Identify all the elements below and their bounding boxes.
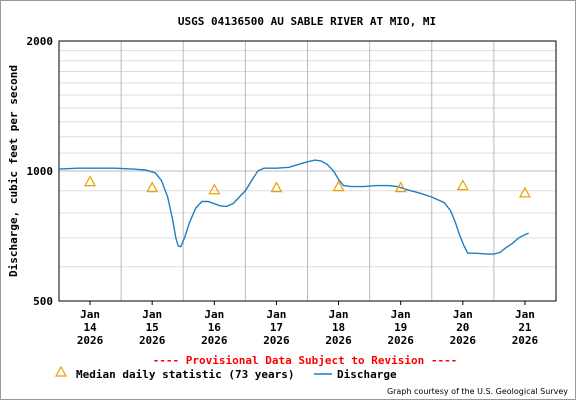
y-ticks: 500 1000 2000 [27, 35, 54, 308]
median-marker [208, 183, 221, 195]
legend-discharge-label: Discharge [337, 368, 397, 381]
x-tick-label: 2026 [512, 334, 539, 347]
grid-major [59, 40, 556, 302]
median-marker [456, 179, 469, 191]
x-tick-label: Jan [453, 308, 473, 321]
provisional-notice: ---- Provisional Data Subject to Revisio… [153, 354, 458, 367]
legend: Median daily statistic (73 years) Discha… [54, 365, 397, 381]
credit-text: Graph courtesy of the U.S. Geological Su… [387, 387, 568, 396]
x-tick-label: 2026 [450, 334, 477, 347]
median-marker [146, 181, 159, 193]
median-marker [270, 181, 283, 193]
chart-title: USGS 04136500 AU SABLE RIVER AT MIO, MI [178, 15, 436, 28]
x-tick-label: 2026 [201, 334, 228, 347]
x-tick-label: 17 [270, 321, 283, 334]
plot-area [58, 40, 557, 302]
x-tick-label: Jan [329, 308, 349, 321]
x-tick-label: 15 [146, 321, 159, 334]
x-tick-label: 2026 [77, 334, 104, 347]
median-marker [394, 181, 407, 193]
x-tick-label: 2026 [263, 334, 290, 347]
x-tick-label: Jan [515, 308, 535, 321]
y-tick-label: 2000 [27, 35, 54, 48]
y-tick-label: 500 [33, 295, 53, 308]
legend-median-marker [54, 365, 68, 377]
x-tick-label: 19 [394, 321, 407, 334]
x-tick-label: Jan [267, 308, 287, 321]
series-line-discharge [58, 159, 529, 255]
legend-median-label: Median daily statistic (73 years) [76, 368, 295, 381]
x-tick-label: 2026 [139, 334, 166, 347]
x-tick-label: 21 [518, 321, 532, 334]
x-ticks: Jan142026Jan152026Jan162026Jan172026Jan1… [77, 301, 539, 347]
x-tick-label: 16 [208, 321, 222, 334]
median-marker [332, 180, 345, 192]
x-tick-label: 2026 [387, 334, 414, 347]
x-tick-label: Jan [80, 308, 100, 321]
marker-layer [84, 175, 531, 198]
x-tick-label: 20 [456, 321, 469, 334]
median-marker [84, 175, 97, 187]
series-layer [58, 159, 529, 255]
x-tick-label: Jan [142, 308, 162, 321]
y-tick-label: 1000 [27, 165, 54, 178]
x-tick-label: 14 [83, 321, 97, 334]
x-tick-label: Jan [204, 308, 224, 321]
x-tick-label: 2026 [325, 334, 352, 347]
x-tick-label: Jan [391, 308, 411, 321]
median-marker [518, 186, 531, 198]
y-axis-label: Discharge, cubic feet per second [7, 65, 20, 277]
x-tick-label: 18 [332, 321, 345, 334]
